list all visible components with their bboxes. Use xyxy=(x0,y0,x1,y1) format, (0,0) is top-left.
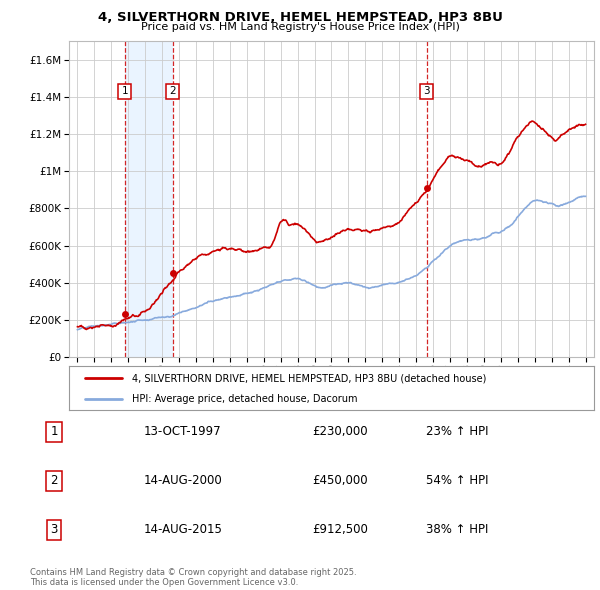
Text: 13-OCT-1997: 13-OCT-1997 xyxy=(144,425,221,438)
Text: 14-AUG-2000: 14-AUG-2000 xyxy=(144,474,223,487)
Text: 14-AUG-2015: 14-AUG-2015 xyxy=(144,523,223,536)
Text: HPI: Average price, detached house, Dacorum: HPI: Average price, detached house, Daco… xyxy=(132,394,358,404)
Text: 54% ↑ HPI: 54% ↑ HPI xyxy=(426,474,488,487)
Text: 38% ↑ HPI: 38% ↑ HPI xyxy=(426,523,488,536)
Text: 1: 1 xyxy=(121,86,128,96)
Text: £450,000: £450,000 xyxy=(312,474,368,487)
Bar xyxy=(125,41,173,357)
Text: Contains HM Land Registry data © Crown copyright and database right 2025.: Contains HM Land Registry data © Crown c… xyxy=(30,568,356,576)
Text: 3: 3 xyxy=(424,86,430,96)
Text: 23% ↑ HPI: 23% ↑ HPI xyxy=(426,425,488,438)
Text: 4, SILVERTHORN DRIVE, HEMEL HEMPSTEAD, HP3 8BU: 4, SILVERTHORN DRIVE, HEMEL HEMPSTEAD, H… xyxy=(98,11,502,24)
Text: 2: 2 xyxy=(169,86,176,96)
Text: £912,500: £912,500 xyxy=(312,523,368,536)
Text: 3: 3 xyxy=(50,523,58,536)
Text: 1: 1 xyxy=(50,425,58,438)
Text: 2: 2 xyxy=(50,474,58,487)
Text: This data is licensed under the Open Government Licence v3.0.: This data is licensed under the Open Gov… xyxy=(30,578,298,587)
Text: £230,000: £230,000 xyxy=(312,425,368,438)
Text: 4, SILVERTHORN DRIVE, HEMEL HEMPSTEAD, HP3 8BU (detached house): 4, SILVERTHORN DRIVE, HEMEL HEMPSTEAD, H… xyxy=(132,373,487,383)
Text: Price paid vs. HM Land Registry's House Price Index (HPI): Price paid vs. HM Land Registry's House … xyxy=(140,22,460,32)
